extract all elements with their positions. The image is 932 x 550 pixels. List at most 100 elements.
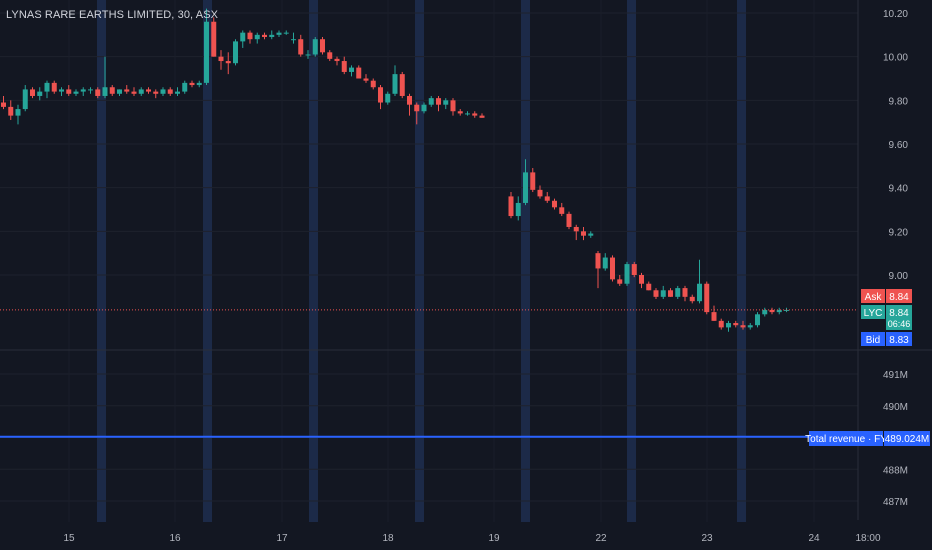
candle-body-99 xyxy=(740,325,746,328)
candle-88 xyxy=(660,285,666,300)
candle-56 xyxy=(407,93,412,116)
candle-body-8 xyxy=(59,89,64,92)
candle-body-104 xyxy=(776,309,782,313)
candle-body-22 xyxy=(160,89,166,94)
candle-6 xyxy=(44,80,50,99)
candle-body-12 xyxy=(88,89,93,91)
candle-body-95 xyxy=(711,312,717,321)
bid-value: 8.83 xyxy=(889,335,909,346)
candle-0 xyxy=(1,95,6,110)
candle-body-74 xyxy=(559,207,565,214)
candle-22 xyxy=(160,87,166,96)
revenue-value-tag xyxy=(884,431,930,446)
candle-body-50 xyxy=(363,78,369,81)
candle-body-62 xyxy=(450,100,456,112)
candle-43 xyxy=(312,37,318,57)
candle-84 xyxy=(631,261,637,278)
candle-12 xyxy=(88,87,93,94)
time-tick-5: 22 xyxy=(595,533,607,544)
candle-104 xyxy=(776,307,782,315)
candle-92 xyxy=(689,294,695,304)
candle-68 xyxy=(515,196,521,221)
candle-body-77 xyxy=(581,231,586,236)
candle-45 xyxy=(327,50,333,62)
price-tick-5: 9.20 xyxy=(889,227,909,238)
candle-body-76 xyxy=(573,226,579,232)
candle-body-79 xyxy=(595,253,601,269)
candle-body-47 xyxy=(341,61,347,72)
candle-57 xyxy=(414,102,420,125)
candle-19 xyxy=(138,87,144,96)
session-band-2 xyxy=(309,0,318,522)
candle-body-24 xyxy=(175,91,180,94)
revenue-tick-1: 490M xyxy=(883,402,908,413)
bid-value-tag xyxy=(886,332,912,346)
price-tick-0: 10.20 xyxy=(883,9,908,20)
candle-body-25 xyxy=(182,82,188,92)
candle-body-83 xyxy=(624,264,630,284)
candle-42 xyxy=(305,50,311,59)
candle-102 xyxy=(762,307,768,317)
candle-69 xyxy=(523,159,528,206)
candle-96 xyxy=(718,318,724,330)
candle-33 xyxy=(240,30,246,48)
candle-7 xyxy=(51,80,57,94)
bid-tag xyxy=(861,332,885,346)
candle-body-31 xyxy=(225,61,231,64)
candle-body-3 xyxy=(22,89,28,110)
candle-67 xyxy=(508,192,514,219)
candle-body-16 xyxy=(117,89,122,94)
candle-body-93 xyxy=(697,283,702,302)
candle-body-78 xyxy=(588,233,594,236)
candle-body-69 xyxy=(523,172,528,203)
revenue-name: Total revenue · FY xyxy=(805,434,887,445)
candle-5 xyxy=(37,87,43,101)
candle-63 xyxy=(457,109,463,116)
candle-body-102 xyxy=(762,309,768,315)
last-price-tag xyxy=(886,305,912,330)
candle-body-55 xyxy=(399,74,405,96)
candle-body-72 xyxy=(544,196,550,201)
candle-body-100 xyxy=(747,325,753,328)
candle-body-86 xyxy=(646,283,652,291)
bid-label-group: Bid 8.83 xyxy=(861,332,912,346)
candle-14 xyxy=(102,56,108,99)
ask-tag xyxy=(861,289,885,303)
candle-body-23 xyxy=(167,89,173,94)
candle-59 xyxy=(428,95,434,107)
candle-body-49 xyxy=(356,67,362,79)
candle-49 xyxy=(356,65,362,79)
candle-body-81 xyxy=(610,257,615,280)
time-tick-4: 19 xyxy=(488,533,500,544)
candle-29 xyxy=(211,17,217,57)
candle-30 xyxy=(218,50,224,70)
symbol-tag xyxy=(861,305,885,319)
candle-94 xyxy=(704,281,710,315)
candle-body-90 xyxy=(675,288,681,297)
price-tick-3: 9.60 xyxy=(889,140,909,151)
last-price-group: LYC 8.84 06:46 xyxy=(861,305,912,330)
session-bands xyxy=(97,0,746,522)
candle-body-82 xyxy=(617,279,623,284)
candle-body-1 xyxy=(8,106,14,116)
candle-11 xyxy=(80,87,86,96)
candle-body-29 xyxy=(211,21,217,57)
candle-15 xyxy=(109,85,115,96)
candle-body-68 xyxy=(515,202,521,217)
candle-21 xyxy=(153,89,159,99)
revenue-value: 489.024M xyxy=(885,434,929,445)
candle-100 xyxy=(747,323,753,330)
candle-body-32 xyxy=(233,41,238,64)
candle-body-70 xyxy=(530,172,536,190)
candle-53 xyxy=(385,91,391,105)
candle-32 xyxy=(233,39,238,66)
candle-85 xyxy=(639,272,644,289)
candle-body-97 xyxy=(726,323,731,328)
session-band-1 xyxy=(203,0,212,522)
candle-34 xyxy=(247,30,253,44)
candle-58 xyxy=(421,102,427,114)
time-axis: 15 16 17 18 19 22 23 24 18:00 xyxy=(63,533,881,544)
price-tick-4: 9.40 xyxy=(889,184,909,195)
candle-body-65 xyxy=(472,113,478,116)
